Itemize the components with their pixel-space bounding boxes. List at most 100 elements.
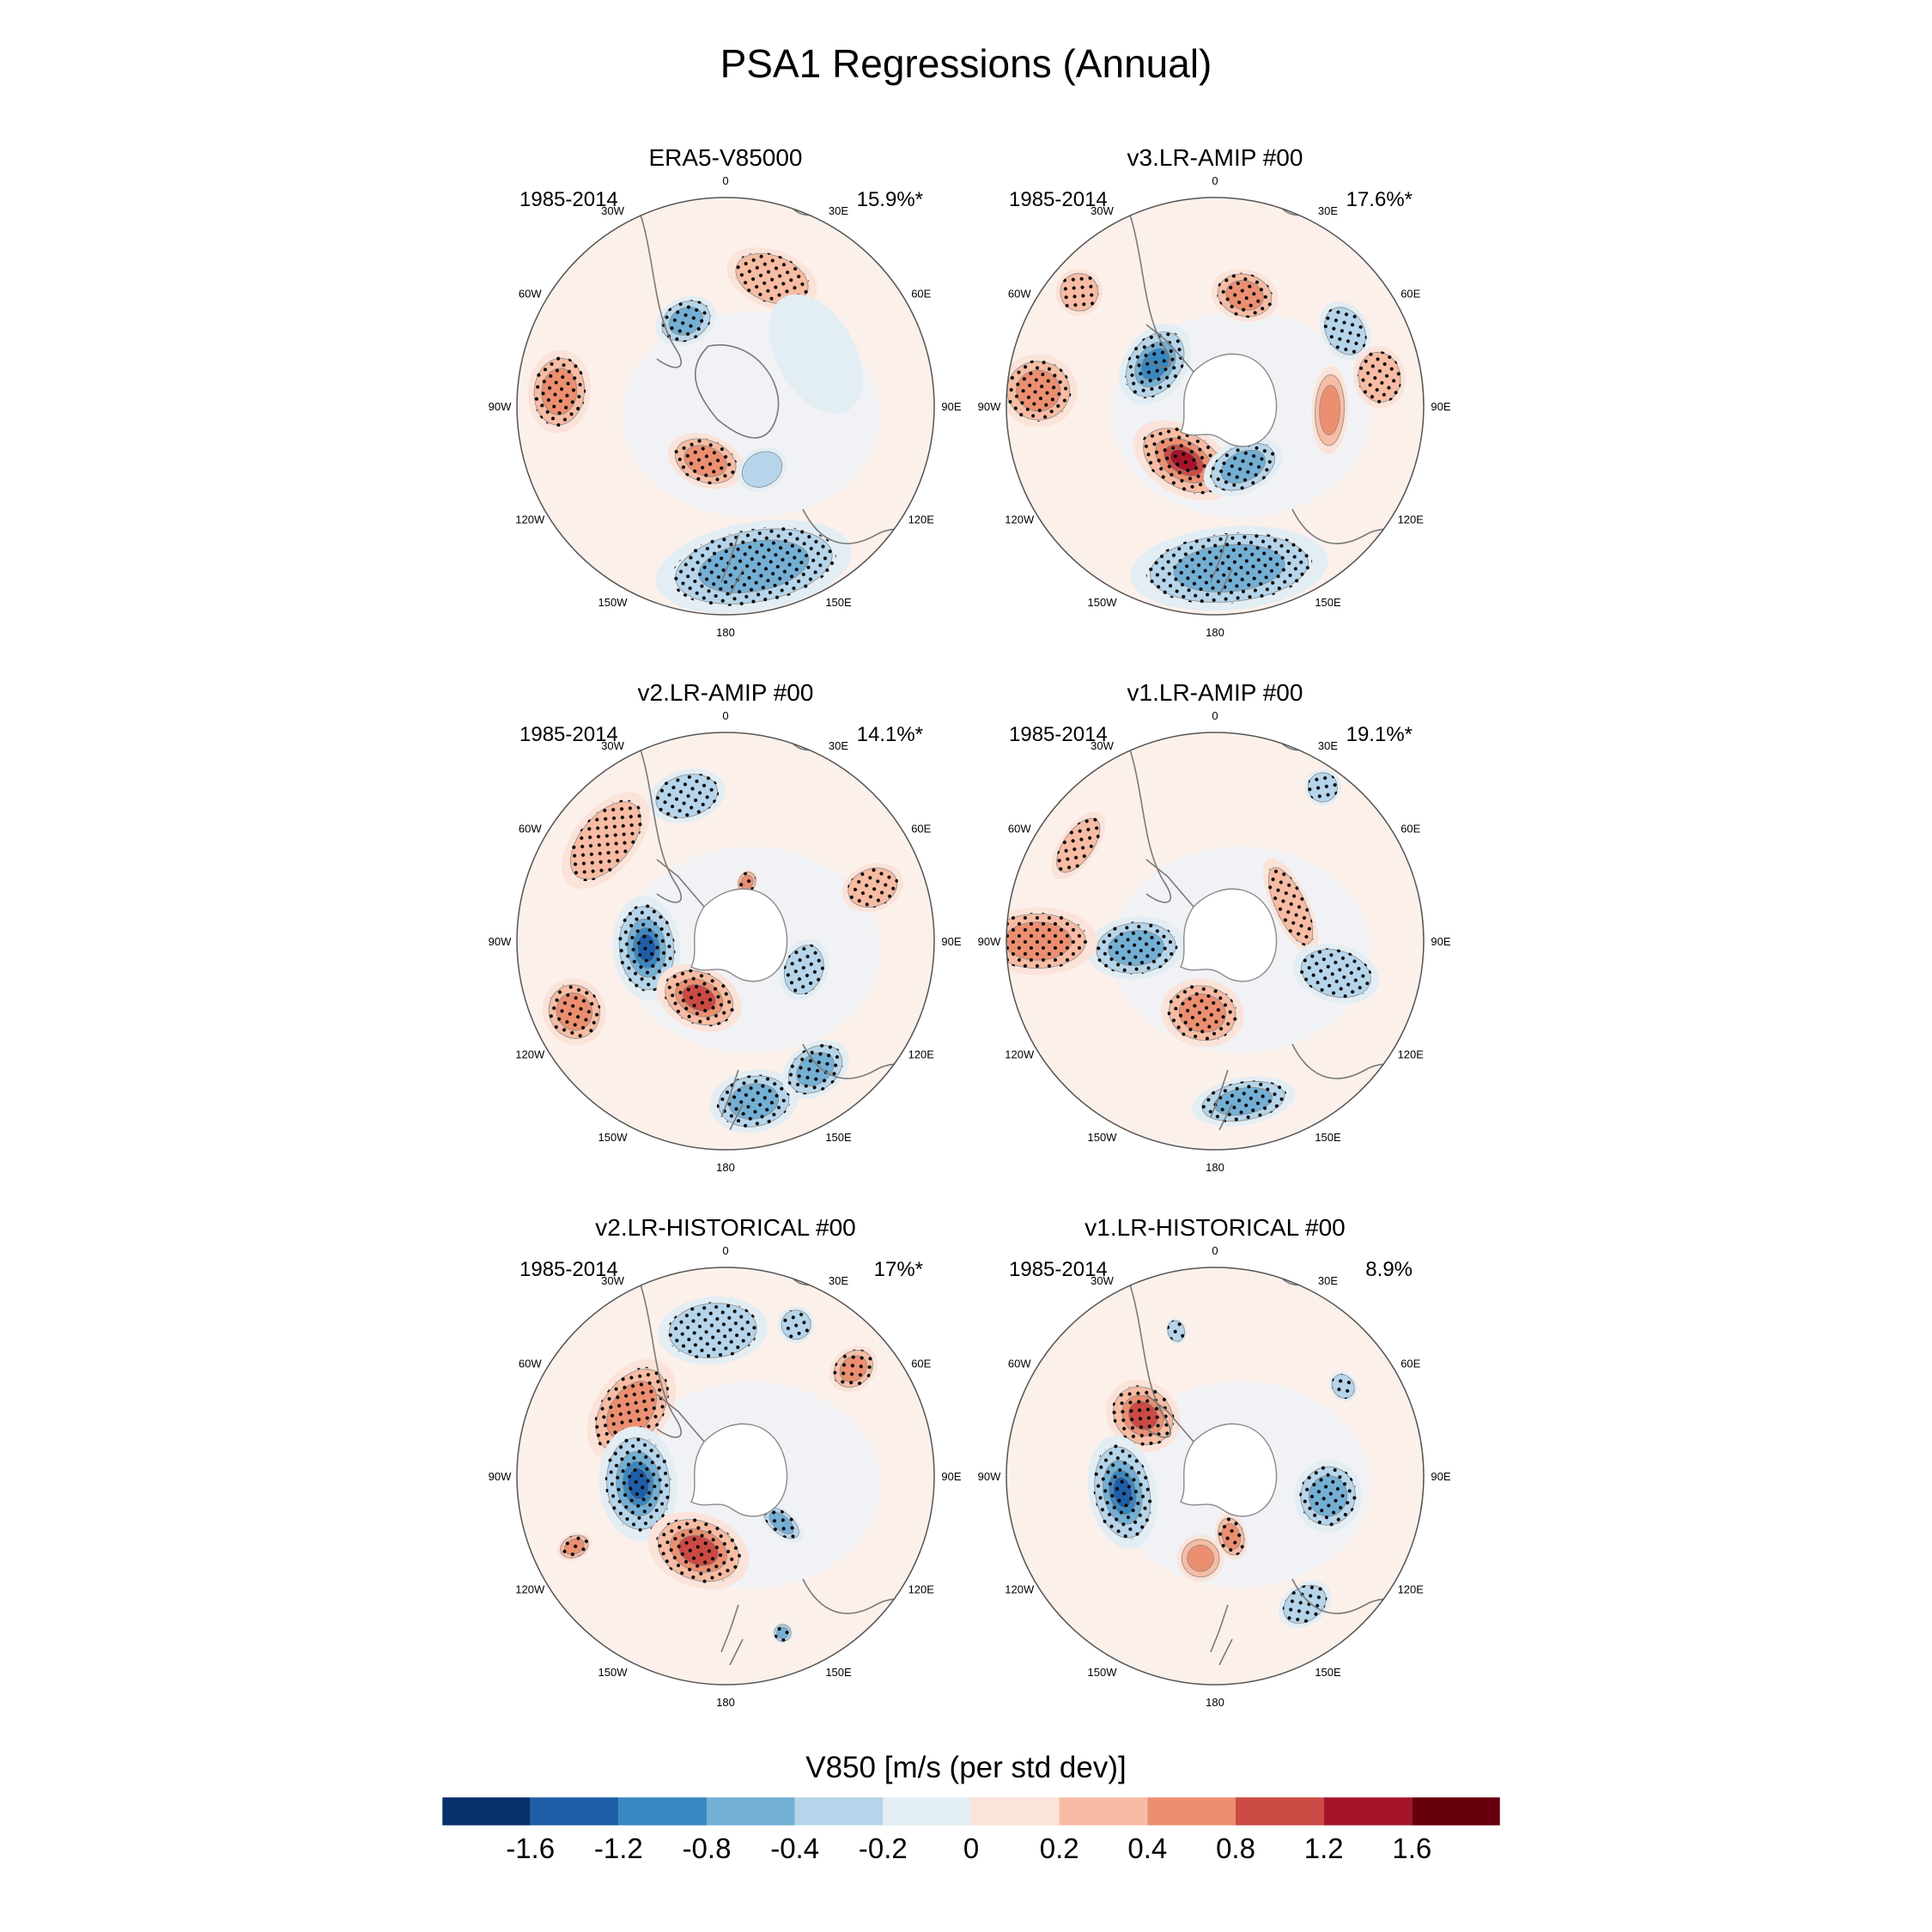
anomaly-region bbox=[709, 1069, 799, 1133]
longitude-label: 60E bbox=[911, 1358, 931, 1370]
anomaly-region bbox=[598, 1426, 678, 1541]
longitude-label: 150E bbox=[1315, 596, 1341, 609]
anomaly-region bbox=[655, 519, 852, 614]
map-panel: v2.LR-HISTORICAL #00 1985-2014 17%* 0 30E 60E… bbox=[489, 1214, 962, 1709]
anomaly-region bbox=[829, 1346, 878, 1393]
longitude-label: 90E bbox=[941, 400, 961, 413]
anomaly-region bbox=[1191, 1076, 1295, 1127]
anomaly-region bbox=[726, 247, 817, 311]
anomaly-region bbox=[769, 294, 863, 414]
anomaly-region bbox=[1214, 1513, 1248, 1560]
anomaly-region bbox=[777, 1306, 815, 1344]
antarctica-mask bbox=[1180, 1423, 1278, 1517]
anomaly-region bbox=[1294, 1459, 1363, 1533]
significance-stipple bbox=[1282, 1584, 1327, 1625]
significance-stipple bbox=[716, 1074, 791, 1128]
colorbar-tick-label: -0.8 bbox=[683, 1832, 732, 1864]
colorbar-frame bbox=[441, 1796, 1501, 1826]
longitude-label: 30E bbox=[1318, 204, 1338, 217]
antarctica-mask bbox=[1180, 888, 1278, 982]
panel-title: v1.LR-HISTORICAL #00 bbox=[1084, 1214, 1345, 1241]
colorbar-tick-label: 0 bbox=[963, 1832, 979, 1864]
longitude-label: 60E bbox=[1400, 288, 1420, 301]
map-field bbox=[1006, 197, 1424, 615]
anomaly-region bbox=[1262, 858, 1319, 954]
longitude-label: 120E bbox=[1398, 1583, 1425, 1596]
anomaly-region bbox=[1203, 437, 1283, 496]
longitude-label: 150E bbox=[825, 596, 852, 609]
antarctica-coastline bbox=[694, 343, 780, 439]
longitude-label: 60E bbox=[1400, 1358, 1420, 1370]
anomaly-region bbox=[1211, 268, 1279, 322]
map-boundary bbox=[1005, 197, 1425, 616]
longitude-label: 90W bbox=[978, 935, 1001, 948]
significance-stipple bbox=[733, 252, 811, 306]
longitude-label: 90W bbox=[489, 400, 512, 413]
figure-title: PSA1 Regressions (Annual) bbox=[720, 41, 1212, 86]
panel-variance: 8.9% bbox=[1365, 1258, 1413, 1281]
anomaly-region bbox=[658, 1296, 768, 1365]
longitude-label: 30W bbox=[1091, 204, 1114, 217]
longitude-label: 120E bbox=[908, 1048, 935, 1061]
significance-stipple bbox=[660, 300, 712, 343]
longitude-label: 0 bbox=[1212, 1244, 1218, 1257]
longitude-label: 150E bbox=[1315, 1131, 1341, 1144]
anomaly-region bbox=[1165, 1317, 1188, 1345]
anomaly-region bbox=[1160, 978, 1244, 1048]
map-boundary bbox=[516, 1267, 935, 1686]
longitude-label: 90W bbox=[978, 400, 1001, 413]
longitude-label: 90W bbox=[489, 935, 512, 948]
significance-stipple bbox=[762, 1506, 800, 1540]
longitude-label: 30W bbox=[601, 204, 624, 217]
anomaly-region bbox=[612, 896, 681, 1000]
significance-stipple bbox=[532, 356, 586, 427]
panel-title: v2.LR-AMIP #00 bbox=[638, 679, 814, 706]
significance-stipple bbox=[1006, 360, 1072, 422]
longitude-label: 60W bbox=[519, 823, 542, 835]
longitude-label: 0 bbox=[722, 174, 728, 187]
longitude-label: 180 bbox=[1206, 626, 1224, 639]
longitude-label: 0 bbox=[1212, 174, 1218, 187]
colorbar: -1.6 -1.2 -0.8 -0.4 -0.2 0 0.2 0.4 0.8 1.2 1.6 bbox=[441, 1796, 1501, 1864]
map-panel: v1.LR-AMIP #00 1985-2014 19.1%* 0 30E 60E 90E 1… bbox=[978, 679, 1451, 1174]
antarctic-peninsula bbox=[1145, 324, 1194, 373]
anomaly-region bbox=[1087, 1435, 1157, 1550]
colorbar-tick-label: 0.2 bbox=[1040, 1832, 1079, 1864]
map-boundary bbox=[1005, 732, 1425, 1151]
anomaly-region bbox=[1051, 811, 1106, 879]
panel-variance: 15.9%* bbox=[857, 188, 923, 211]
longitude-label: 0 bbox=[722, 1244, 728, 1257]
anomaly-region bbox=[1055, 268, 1103, 316]
anomaly-region bbox=[736, 869, 758, 896]
significance-stipple bbox=[781, 1309, 812, 1340]
longitude-label: 150W bbox=[598, 1131, 629, 1144]
significance-stipple bbox=[1210, 441, 1277, 492]
longitude-label: 30E bbox=[829, 739, 848, 752]
significance-stipple bbox=[847, 866, 899, 908]
longitude-label: 60W bbox=[1008, 823, 1031, 835]
longitude-label: 90E bbox=[1431, 1470, 1450, 1483]
anomaly-region bbox=[655, 295, 716, 347]
anomaly-region bbox=[1006, 354, 1078, 428]
longitude-label: 60W bbox=[519, 288, 542, 301]
longitude-label: 120E bbox=[1398, 513, 1425, 526]
anomaly-region bbox=[1304, 769, 1341, 806]
panel-variance: 17.6%* bbox=[1346, 188, 1413, 211]
longitude-label: 60E bbox=[911, 823, 931, 835]
colorbar-tick-label: 1.2 bbox=[1304, 1832, 1344, 1864]
anomaly-region bbox=[1329, 1371, 1358, 1401]
map-panel: v1.LR-HISTORICAL #00 1985-2014 8.9% 0 30E 60E… bbox=[978, 1214, 1451, 1709]
anomaly-region bbox=[1292, 943, 1380, 1004]
significance-stipple bbox=[787, 1044, 844, 1095]
longitude-label: 30E bbox=[829, 204, 848, 217]
colorbar-swatch bbox=[618, 1797, 707, 1826]
significance-stipple bbox=[1299, 1465, 1357, 1527]
longitude-label: 150W bbox=[1088, 1131, 1118, 1144]
panel-period: 1985-2014 bbox=[519, 188, 618, 211]
colorbar-swatch bbox=[1236, 1797, 1324, 1826]
anomaly-region bbox=[779, 939, 829, 1000]
anomaly-region bbox=[772, 1622, 793, 1643]
anomaly-region bbox=[1278, 1580, 1332, 1628]
significance-stipple bbox=[655, 1517, 741, 1583]
